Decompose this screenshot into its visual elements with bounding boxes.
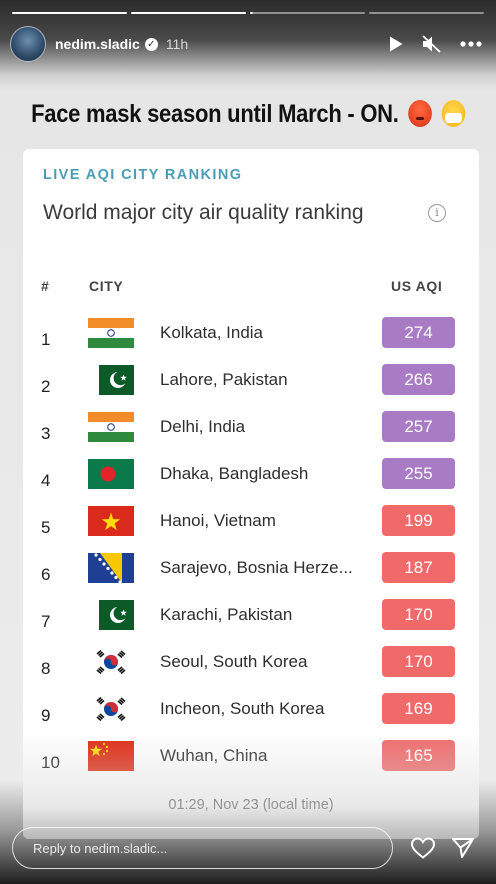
username[interactable]: nedim.sladic [55,36,140,52]
more-options-icon[interactable] [460,41,482,47]
story-caption: Face mask season until March - ON. [30,100,466,129]
ranking-row[interactable]: 4 Dhaka, Bangladesh 255 [23,458,479,505]
ranking-row[interactable]: 5 Hanoi, Vietnam 199 [23,505,479,552]
muted-speaker-icon[interactable] [422,35,442,53]
south-korea-flag-icon [88,647,134,677]
ranking-row[interactable]: 7 Karachi, Pakistan 170 [23,599,479,646]
city-name[interactable]: Wuhan, China [160,746,268,765]
column-header-aqi: US AQI [391,278,443,294]
reply-input[interactable]: Reply to nedim.sladic... [12,827,393,869]
city-name[interactable]: Sarajevo, Bosnia Herze... [160,558,353,577]
rank-number: 4 [41,471,51,490]
rank-number: 3 [41,424,51,443]
post-time: 11h [165,36,189,52]
info-icon[interactable]: i [428,204,446,222]
caption-text: Face mask season until March - ON. [31,100,399,128]
progress-segment-active [250,12,365,14]
avatar[interactable] [10,26,46,62]
aqi-badge: 187 [382,552,455,583]
city-name[interactable]: Incheon, South Korea [160,699,325,718]
heart-icon[interactable] [410,836,436,865]
india-flag-icon [88,412,134,442]
column-header-rank: # [41,278,50,294]
progress-segment [369,12,484,14]
story-header: nedim.sladic ✓ 11h [10,26,482,62]
aqi-badge: 274 [382,317,455,348]
city-name[interactable]: Kolkata, India [160,323,264,342]
rank-number: 8 [41,659,51,678]
ranking-row[interactable]: 8 Seoul, South Korea 170 [23,646,479,693]
rank-number: 10 [41,753,60,772]
rank-number: 5 [41,518,51,537]
local-timestamp: 01:29, Nov 23 (local time) [168,797,334,813]
rank-number: 2 [41,377,51,396]
vietnam-flag-icon [88,506,134,536]
reply-placeholder: Reply to nedim.sladic... [33,841,168,856]
bangladesh-flag-icon [88,459,134,489]
city-name[interactable]: Karachi, Pakistan [160,605,293,624]
pakistan-flag-icon [88,600,134,630]
ranking-row[interactable]: 2 Lahore, Pakistan 266 [23,364,479,411]
column-header-city: CITY [89,278,124,294]
rank-number: 1 [41,330,51,349]
rank-number: 7 [41,612,51,631]
play-icon[interactable] [388,35,404,53]
pakistan-flag-icon [88,365,134,395]
progress-segment [131,12,246,14]
city-name[interactable]: Seoul, South Korea [160,652,308,671]
aqi-badge: 257 [382,411,455,442]
aqi-badge: 165 [382,740,455,771]
aqi-badge: 255 [382,458,455,489]
city-name[interactable]: Hanoi, Vietnam [160,511,276,530]
city-name[interactable]: Lahore, Pakistan [160,370,288,389]
rank-number: 6 [41,565,51,584]
aqi-ranking-card: LIVE AQI CITY RANKING World major city a… [23,149,479,839]
ranking-row[interactable]: 3 Delhi, India 257 [23,411,479,458]
aqi-badge: 170 [382,646,455,677]
ranking-row[interactable]: 9 Incheon, South Korea 169 [23,693,479,740]
face-mask-emoji-icon [441,100,465,127]
bosnia-flag-icon [88,553,134,584]
aqi-badge: 169 [382,693,455,724]
city-name[interactable]: Delhi, India [160,417,246,436]
ranking-row[interactable]: 10 Wuhan, China 165 [23,740,479,787]
rank-number: 9 [41,706,51,725]
progress-segment [12,12,127,14]
china-flag-icon [88,741,134,771]
card-title: World major city air quality ranking [43,201,364,224]
angry-face-emoji-icon [408,100,432,127]
ranking-row[interactable]: 6 Sarajevo, Bosnia Herze... 187 [23,552,479,599]
aqi-badge: 170 [382,599,455,630]
send-icon[interactable] [451,836,475,865]
city-name[interactable]: Dhaka, Bangladesh [160,464,309,483]
story-progress [12,12,484,14]
south-korea-flag-icon [88,694,134,724]
india-flag-icon [88,318,134,348]
aqi-badge: 266 [382,364,455,395]
aqi-badge: 199 [382,505,455,536]
verified-badge-icon: ✓ [144,37,158,51]
ranking-row[interactable]: 1 Kolkata, India 274 [23,317,479,364]
card-eyebrow: LIVE AQI CITY RANKING [43,167,243,183]
